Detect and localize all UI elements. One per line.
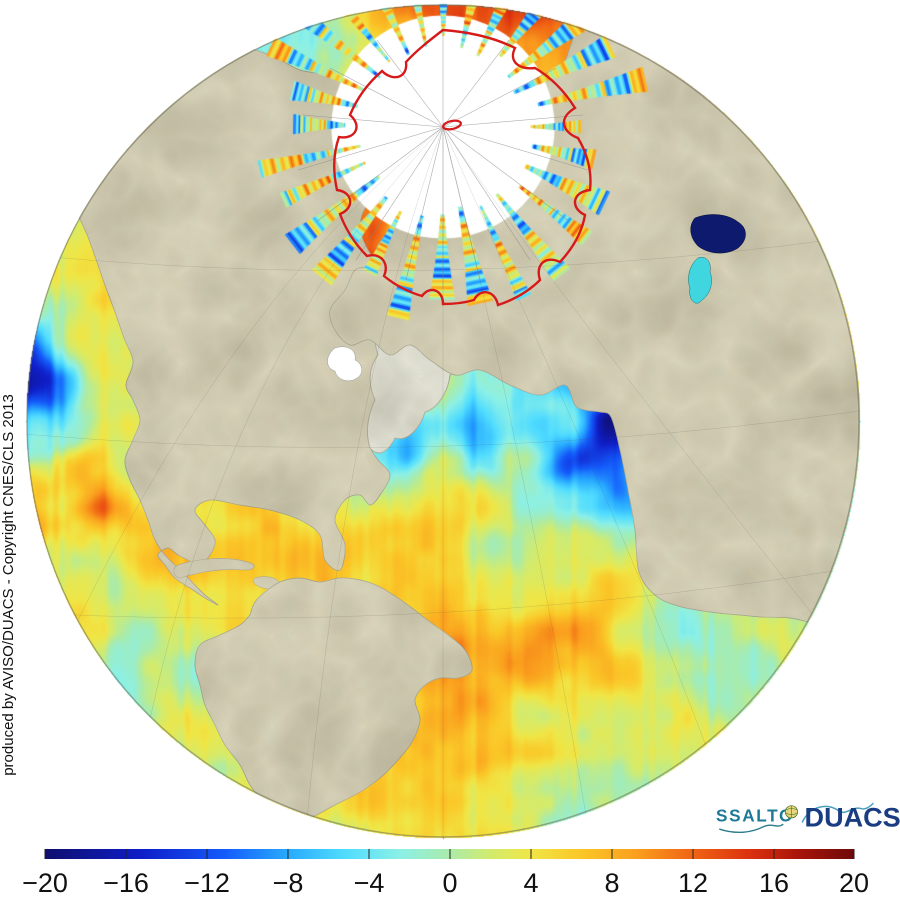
svg-text:12: 12 — [678, 868, 708, 898]
svg-text:−16: −16 — [103, 868, 149, 898]
svg-text:4: 4 — [523, 868, 538, 898]
svg-text:−4: −4 — [354, 868, 385, 898]
svg-text:produced by AVISO/DUACS - Copy: produced by AVISO/DUACS - Copyright CNES… — [0, 394, 17, 776]
svg-text:SSALTO: SSALTO — [716, 806, 794, 826]
svg-text:−20: −20 — [22, 868, 68, 898]
svg-text:0: 0 — [442, 868, 457, 898]
svg-text:−8: −8 — [273, 868, 304, 898]
svg-text:20: 20 — [839, 868, 869, 898]
svg-text:8: 8 — [604, 868, 619, 898]
svg-text:16: 16 — [759, 868, 789, 898]
svg-text:−12: −12 — [184, 868, 230, 898]
svg-text:DUACS: DUACS — [805, 803, 900, 833]
